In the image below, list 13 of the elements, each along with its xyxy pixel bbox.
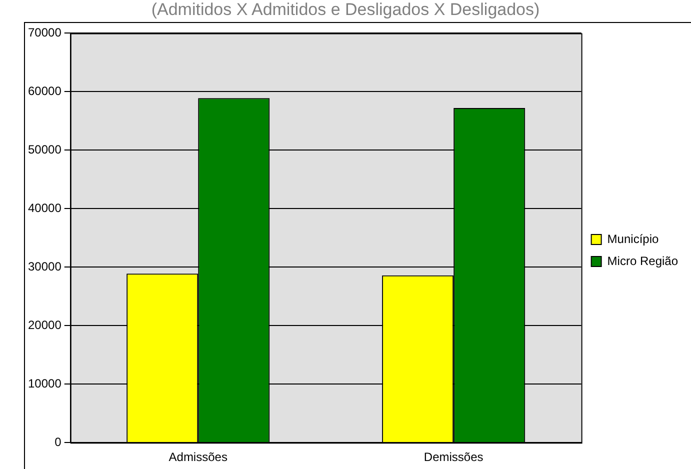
y-tick-label: 20000 [28, 318, 62, 332]
y-tick-label: 60000 [28, 84, 62, 98]
y-tick-label: 10000 [28, 376, 62, 390]
chart-title: (Admitidos X Admitidos e Desligados X Desligados) [150, 0, 541, 20]
y-tick-label: 50000 [28, 142, 62, 156]
x-tick-label: Admissões [168, 450, 228, 464]
legend-label: Micro Região [607, 254, 678, 268]
legend-label: Município [607, 232, 659, 246]
x-tick-label: Demissões [424, 450, 484, 464]
y-tick-label: 0 [54, 434, 62, 449]
y-tick-label: 70000 [28, 26, 62, 40]
y-tick-label: 30000 [28, 259, 62, 274]
y-tick-label: 40000 [28, 200, 62, 215]
